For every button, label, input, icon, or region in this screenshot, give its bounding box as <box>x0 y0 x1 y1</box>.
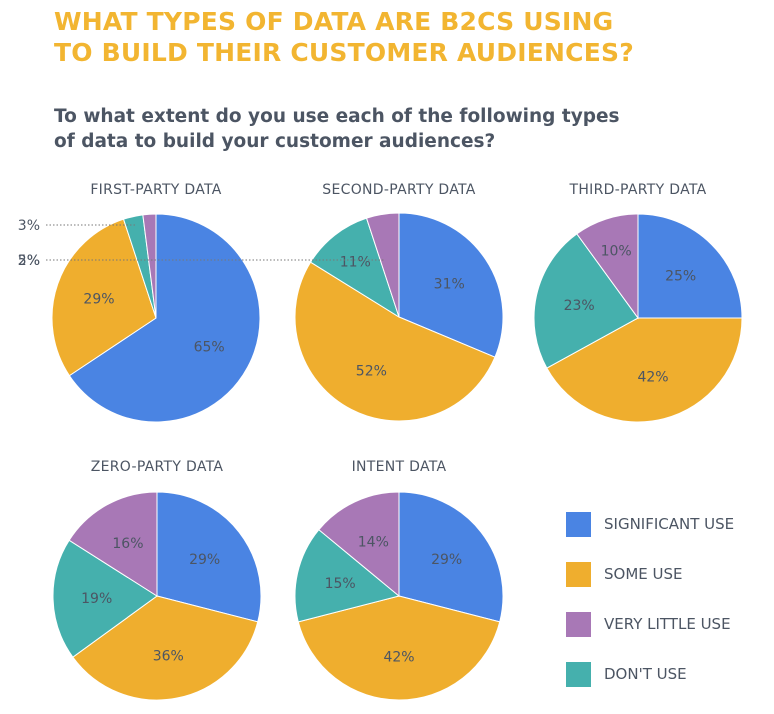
pie-slice-very-little-use <box>365 212 400 318</box>
slice-label: 65% <box>194 339 225 355</box>
question-subtitle: To what extent do you use each of the fo… <box>54 104 754 154</box>
pie-slice-very-little-use <box>576 213 639 320</box>
pie-slice-significant-use <box>398 491 504 623</box>
title-line-1: WHAT TYPES OF DATA ARE B2CS USING <box>54 7 614 36</box>
slice-label: 19% <box>81 591 112 607</box>
pie-slice-very-little-use <box>68 491 158 597</box>
slice-label: 42% <box>383 649 414 665</box>
legend-label: DON'T USE <box>604 665 687 683</box>
pie-third-party-data: THIRD-PARTY DATA 25% 42% 23% 10% <box>533 182 743 423</box>
legend-swatch <box>566 511 591 537</box>
pie-slice-very-little-use <box>142 213 157 319</box>
page-title: WHAT TYPES OF DATA ARE B2CS USING TO BUI… <box>54 6 754 68</box>
slice-label: 29% <box>189 552 220 568</box>
pie-slice-significant-use <box>156 491 262 623</box>
slice-label: 15% <box>325 576 356 592</box>
slice-label: 11% <box>340 254 371 270</box>
pie-slice-some-use <box>51 218 157 377</box>
pie-title: SECOND-PARTY DATA <box>322 182 476 198</box>
pie-slice-some-use <box>294 261 496 422</box>
legend-swatch <box>566 561 591 587</box>
slice-label: 14% <box>358 534 389 550</box>
pie-slice-don-t-use <box>294 529 401 623</box>
pie-title: FIRST-PARTY DATA <box>90 182 221 198</box>
legend-item-significant-use: SIGNIFICANT USE <box>566 499 734 549</box>
pie-slice-significant-use <box>68 213 261 423</box>
legend-label: VERY LITTLE USE <box>604 615 731 633</box>
pie-slice-significant-use <box>637 213 743 319</box>
legend-label: SIGNIFICANT USE <box>604 515 735 533</box>
slice-label: 23% <box>564 298 595 314</box>
slice-label: 2% <box>18 253 40 269</box>
pie-intent-data: INTENT DATA 29% 42% 15% 14% <box>294 459 504 701</box>
pie-slice-don-t-use <box>533 233 639 369</box>
pie-slice-some-use <box>297 595 501 701</box>
title-line-2: TO BUILD THEIR CUSTOMER AUDIENCES? <box>54 38 634 67</box>
pie-second-party-data: SECOND-PARTY DATA 31% 52% 11% 5% <box>18 182 504 422</box>
legend-item-some-use: SOME USE <box>566 549 734 599</box>
slice-label: 25% <box>665 268 696 284</box>
pie-slice-some-use <box>72 595 259 701</box>
slice-label: 31% <box>434 277 465 293</box>
pie-slice-don-t-use <box>52 539 158 658</box>
pie-title: INTENT DATA <box>352 459 447 475</box>
subtitle-line-2: of data to build your customer audiences… <box>54 131 496 152</box>
legend-swatch <box>566 611 591 637</box>
slice-label: 16% <box>112 536 143 552</box>
legend-label: SOME USE <box>604 565 683 583</box>
chart-legend: SIGNIFICANT USE SOME USE VERY LITTLE USE… <box>566 499 734 699</box>
pie-first-party-data: FIRST-PARTY DATA 65% 29% 3% 2% <box>18 182 261 423</box>
slice-label: 10% <box>601 244 632 260</box>
pie-title: ZERO-PARTY DATA <box>91 459 224 475</box>
slice-label: 29% <box>83 291 114 307</box>
slice-label: 29% <box>431 552 462 568</box>
pie-slice-very-little-use <box>318 491 400 598</box>
legend-swatch <box>566 661 591 687</box>
pie-slice-significant-use <box>398 212 504 358</box>
pie-zero-party-data: ZERO-PARTY DATA 29% 36% 19% 16% <box>52 459 262 701</box>
pie-slice-some-use <box>546 317 743 423</box>
slice-label: 52% <box>356 364 387 380</box>
slice-label: 42% <box>637 369 668 385</box>
pie-title: THIRD-PARTY DATA <box>568 182 706 198</box>
pie-slice-don-t-use <box>309 217 400 319</box>
subtitle-line-1: To what extent do you use each of the fo… <box>54 106 620 127</box>
slice-label: 3% <box>18 218 40 234</box>
legend-item-dont-use: DON'T USE <box>566 649 734 699</box>
slice-label: 5% <box>18 253 40 269</box>
slice-label: 36% <box>153 648 184 664</box>
legend-item-very-little-use: VERY LITTLE USE <box>566 599 734 649</box>
